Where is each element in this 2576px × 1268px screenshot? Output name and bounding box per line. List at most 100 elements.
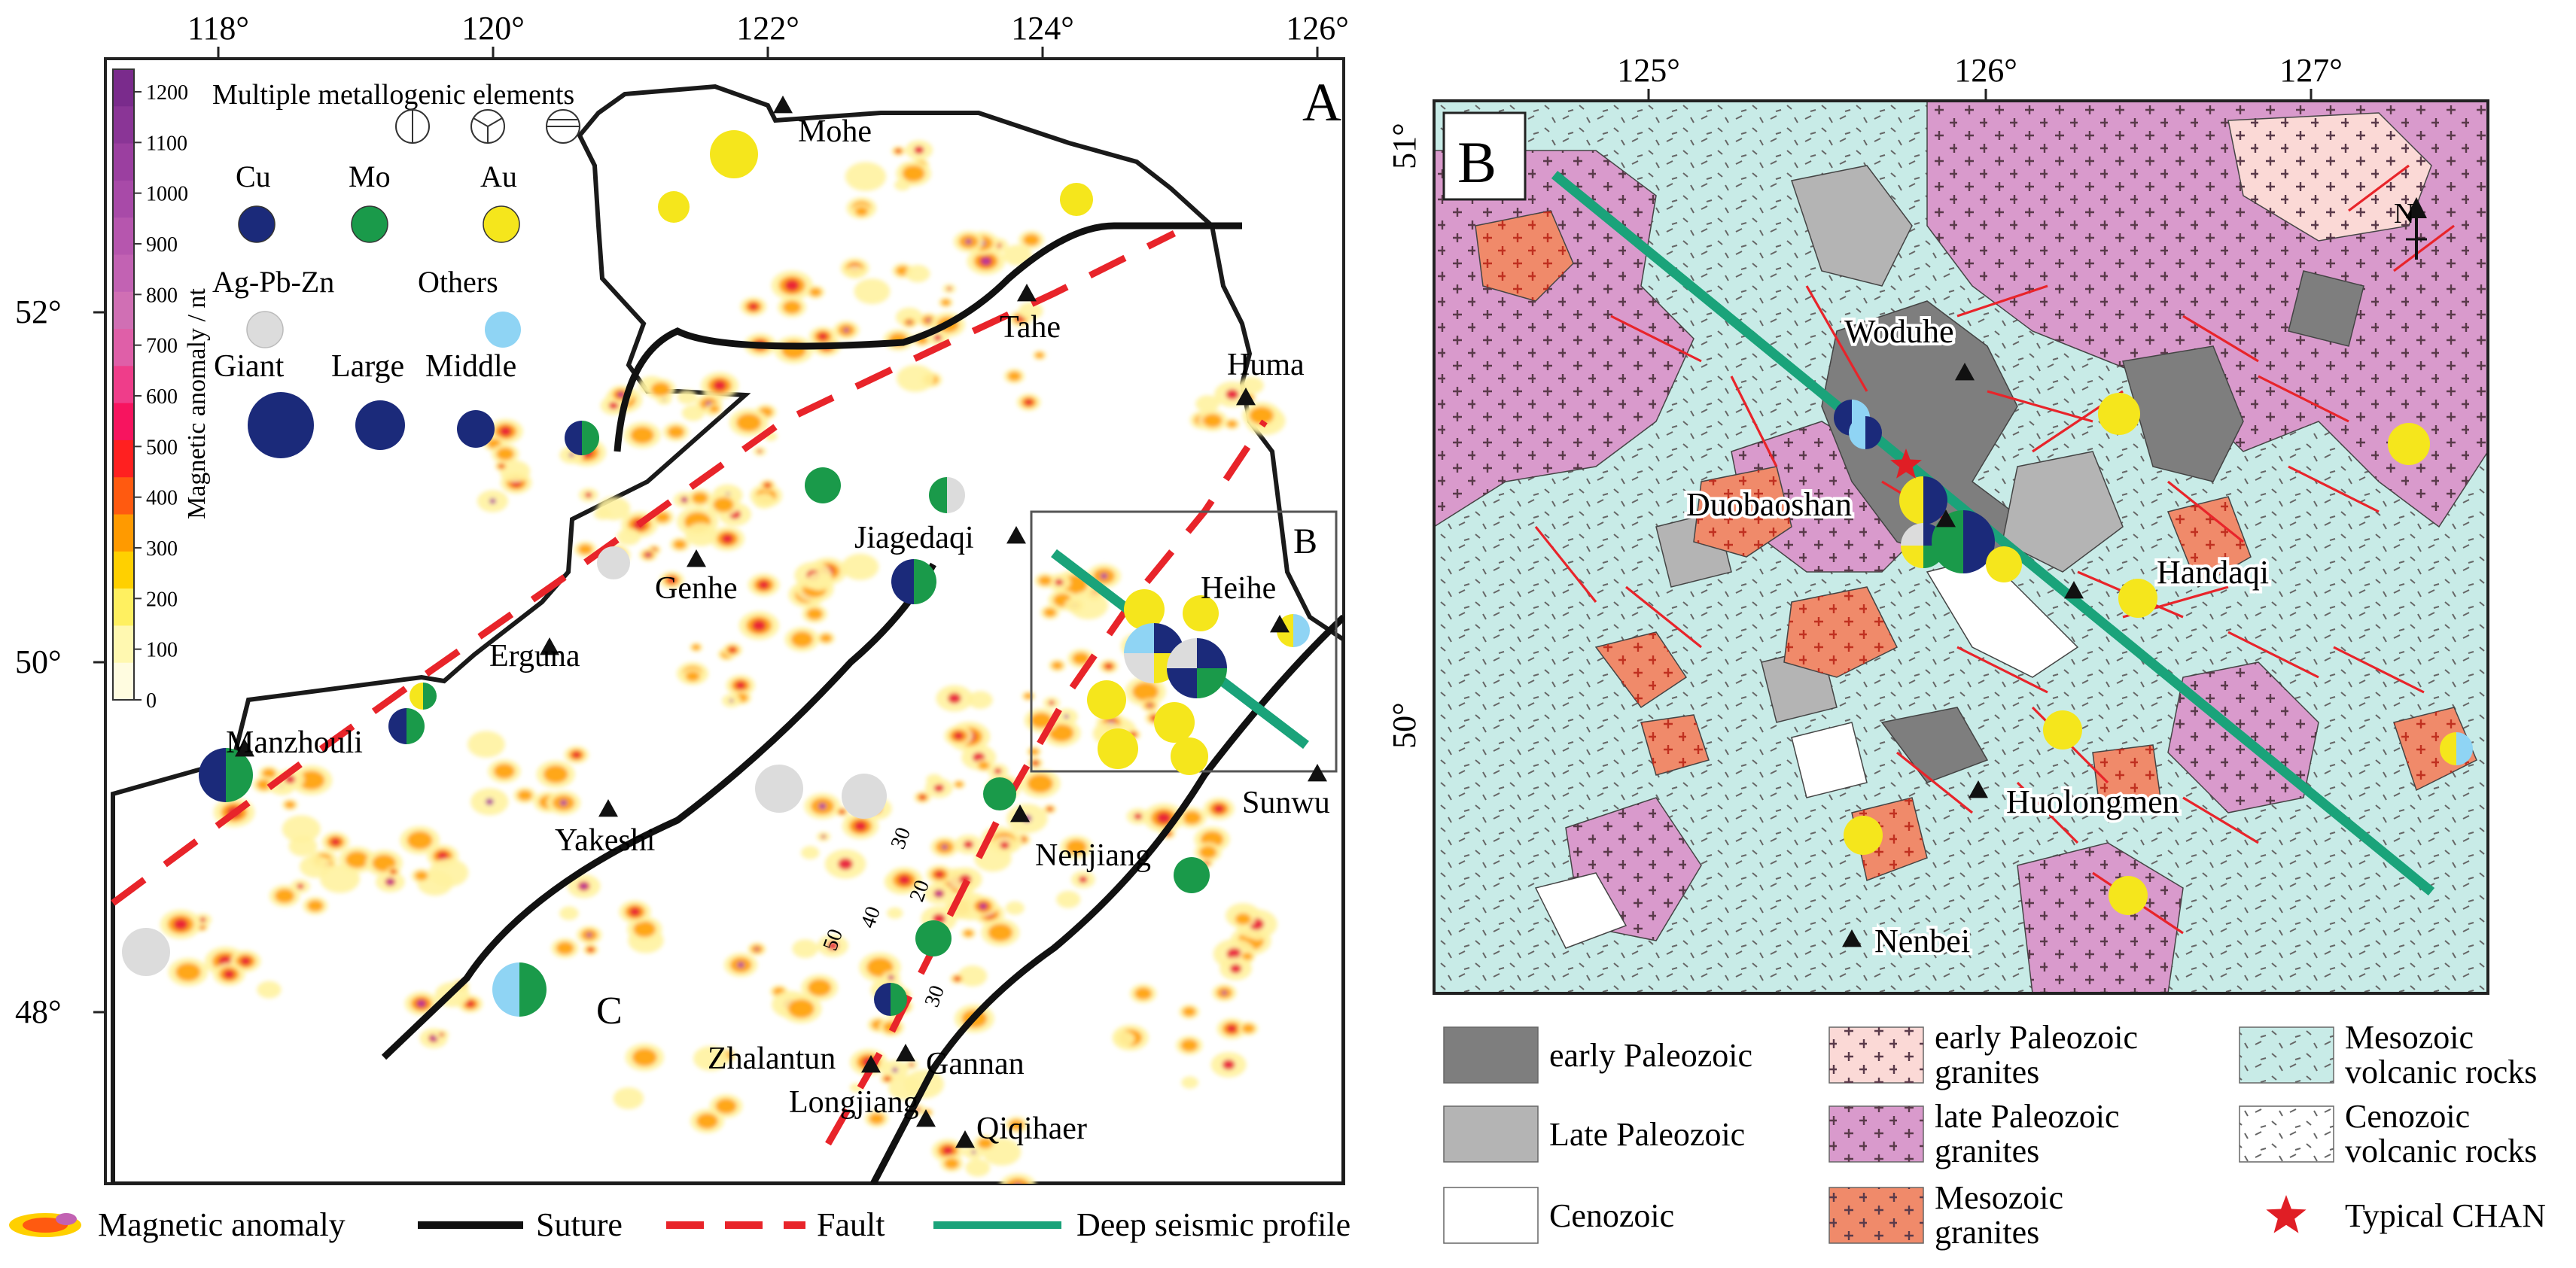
- anomaly-mid: [1199, 846, 1217, 859]
- deposit-symbol: [658, 191, 690, 223]
- fault-b: [2182, 796, 2259, 844]
- legend-element-label: Others: [418, 265, 498, 299]
- anomaly-core: [839, 810, 845, 814]
- anomaly-core: [953, 731, 964, 740]
- anomaly-core: [1105, 663, 1113, 670]
- geology-legend-item: late Paleozoic granites: [1828, 1098, 2120, 1169]
- anomaly-mid: [855, 206, 868, 216]
- anomaly-core: [914, 146, 924, 154]
- legend-elements: Cu Mo Au Ag-Pb-Zn Others Giant Large Middle: [212, 109, 580, 458]
- lon-tick-label-a: 118°: [187, 10, 249, 47]
- anomaly-core: [1032, 761, 1039, 765]
- colorbar-segment: [113, 180, 134, 218]
- colorbar-segment: [113, 366, 134, 404]
- deposit-slice: [842, 774, 887, 819]
- deposit-symbol: [1154, 702, 1195, 743]
- anomaly-mid: [1182, 810, 1201, 825]
- deposit-symbol: [983, 777, 1016, 810]
- anomaly-mid: [297, 771, 325, 790]
- anomaly-peak: [568, 452, 574, 458]
- anomaly-mid: [1235, 913, 1251, 925]
- colorbar-tick-label: 400: [146, 487, 178, 510]
- legend-anomaly-label: Magnetic anomaly: [98, 1206, 346, 1243]
- colorbar-tick-label: 1200: [146, 81, 188, 105]
- anomaly-peak: [485, 798, 494, 805]
- anomaly-core: [223, 969, 235, 979]
- anomaly-core: [735, 681, 746, 690]
- legend-size-label: Giant: [214, 349, 285, 384]
- geology-legend-label: Late Paleozoic: [1549, 1116, 1745, 1153]
- anomaly-mid: [1027, 774, 1053, 793]
- axis-ticks-b: 125° 126° 127° 51° 50°: [1386, 52, 2343, 749]
- place-marker: [540, 637, 559, 655]
- mesozoic-granite-pattern: [1784, 587, 1897, 677]
- colorbar-segment: [113, 477, 134, 515]
- lat-tick-label-b: 51°: [1386, 123, 1423, 169]
- colorbar-tick-label: 700: [146, 335, 178, 358]
- deposit-symbol: [410, 683, 437, 710]
- anomaly-core: [919, 795, 926, 800]
- deposit-slice: [1849, 416, 1865, 449]
- deposit-slice: [1098, 728, 1138, 769]
- fault-b: [1730, 376, 1778, 467]
- anomaly-mid: [262, 768, 276, 779]
- anomaly-halo: [467, 731, 505, 758]
- place-label-a: Mohe: [798, 114, 872, 149]
- deposit-symbol: [755, 765, 803, 813]
- geology-legend-item: Late Paleozoic: [1443, 1105, 1745, 1163]
- anomaly-core: [942, 1145, 954, 1156]
- geology-legend-item: Cenozoic: [1443, 1187, 1674, 1244]
- deposit-slice: [1834, 400, 1852, 436]
- fault-b: [2182, 315, 2259, 363]
- deposit-slice: [1124, 623, 1154, 653]
- anomaly-core: [437, 851, 449, 861]
- anomaly-core: [748, 303, 759, 311]
- deposit-symbol: [2109, 876, 2148, 915]
- anomaly-mid: [633, 920, 656, 938]
- anomaly-mid: [820, 634, 832, 643]
- anomaly-mid: [630, 426, 654, 444]
- anomaly-core: [946, 287, 952, 291]
- anomaly-halo: [905, 265, 930, 283]
- deposit-slice: [1844, 816, 1883, 855]
- anomaly-halo: [958, 965, 988, 987]
- panel-a-map: Mohe Tahe Huma Jiagedaqi Genhe Erguna Heihe Man…: [15, 10, 1349, 1185]
- anomaly-mid: [806, 608, 823, 620]
- anomaly-core: [751, 619, 766, 631]
- anomaly-peak: [682, 497, 687, 502]
- anomaly-core: [1226, 389, 1239, 400]
- early-paleozoic: [2288, 270, 2364, 347]
- place-label-a: Gannan: [926, 1047, 1025, 1081]
- place-marker: [1270, 615, 1290, 633]
- anomaly-mid: [175, 962, 201, 981]
- anomaly-mid: [692, 492, 708, 504]
- anomaly-mid: [556, 941, 574, 955]
- anomaly-peak: [936, 890, 942, 896]
- anomaly-peak: [729, 698, 734, 703]
- place-label-a: Genhe: [655, 571, 738, 606]
- anomaly-peak: [646, 553, 650, 557]
- anomaly-peak: [889, 975, 894, 980]
- anomaly-halo: [854, 278, 891, 305]
- anomaly-mid: [736, 413, 762, 432]
- legend-element-swatch: [238, 205, 276, 243]
- deposit-slice: [1154, 623, 1184, 653]
- fault-b: [1987, 390, 2093, 423]
- anomaly-core: [297, 883, 304, 889]
- geology-legend-label-line: volcanic rocks: [2345, 1133, 2537, 1169]
- deposit-slice: [891, 983, 907, 1016]
- anomaly-mid: [713, 497, 734, 512]
- colorbar-tick-label: 800: [146, 284, 178, 307]
- anomaly-core: [1156, 812, 1171, 824]
- deposit-symbol: [1174, 857, 1210, 893]
- place-label-a: Tahe: [1000, 310, 1061, 345]
- anomaly-core: [854, 820, 867, 832]
- multi-divider: [473, 117, 503, 143]
- anomaly-core: [499, 464, 504, 469]
- colorbar-segment: [113, 662, 134, 701]
- place-label-a: Manzhouli: [226, 725, 363, 760]
- deposit-slice: [1197, 638, 1227, 668]
- place-label-b: Duobaoshan: [1686, 486, 1852, 523]
- mesozoic-granite-pattern: [2093, 745, 2160, 813]
- mesozoic-granite-pattern: [1596, 632, 1686, 707]
